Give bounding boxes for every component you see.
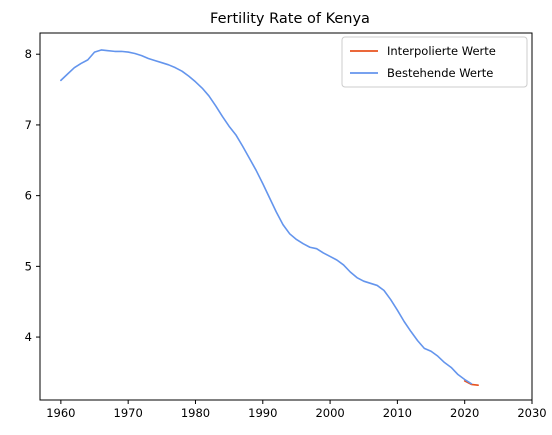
x-tick-label: 1980 — [181, 406, 210, 420]
x-tick-label: 2010 — [383, 406, 412, 420]
legend-label: Bestehende Werte — [387, 66, 493, 80]
y-tick-label: 6 — [25, 189, 32, 203]
plot-frame — [39, 32, 533, 401]
axes: 1960 1970 1980 1990 2000 2010 2020 2030 4 5 6 7 8 — [25, 47, 547, 420]
legend: Interpolierte Werte Bestehende Werte — [341, 36, 528, 88]
x-tick-label: 1970 — [114, 406, 143, 420]
legend-items: Interpolierte Werte Bestehende Werte — [350, 44, 496, 80]
x-tick-label: 1990 — [248, 406, 277, 420]
y-tick-label: 8 — [25, 47, 32, 61]
series-line-2 — [60, 49, 473, 385]
y-tick-label: 5 — [25, 259, 32, 273]
y-tick-label: 7 — [25, 118, 32, 132]
y-tick-label: 4 — [25, 330, 32, 344]
chart-title: Fertility Rate of Kenya — [210, 11, 370, 27]
x-tick-label: 2020 — [450, 406, 479, 420]
x-tick-label: 1960 — [46, 406, 75, 420]
legend-box — [341, 36, 528, 88]
x-tick-label: 2000 — [315, 406, 344, 420]
series-layer — [60, 49, 479, 386]
x-tick-label: 2030 — [517, 406, 546, 420]
legend-label: Interpolierte Werte — [387, 44, 496, 58]
